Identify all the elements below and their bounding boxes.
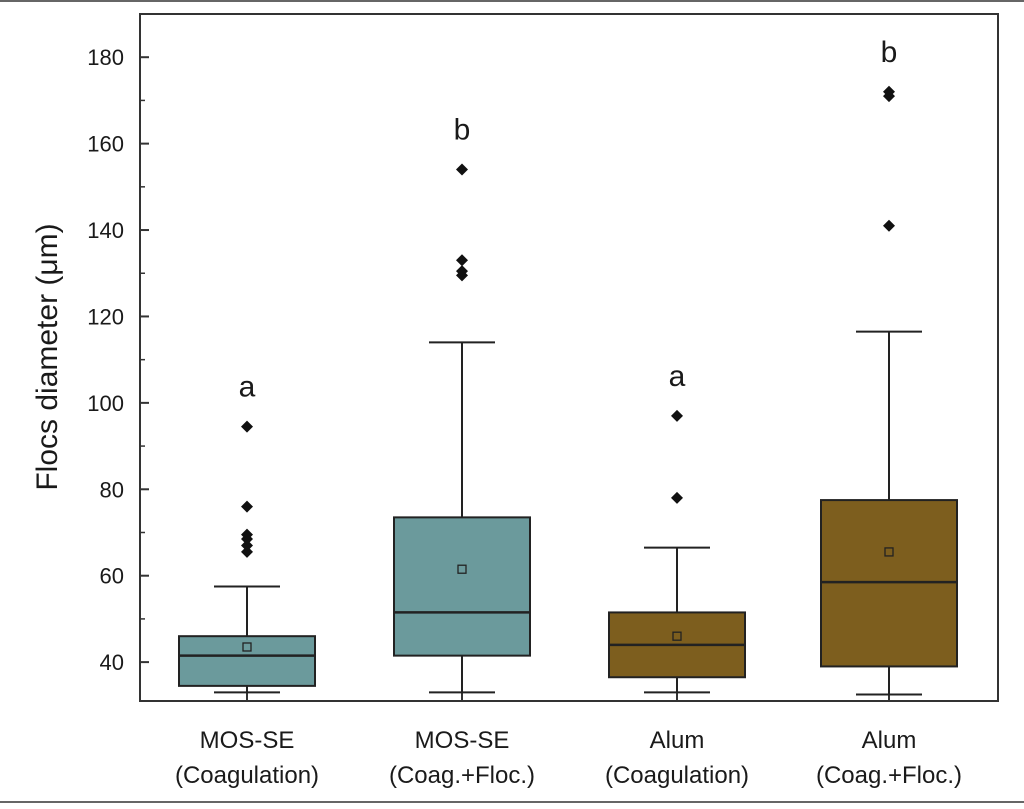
y-tick-label: 40 [100,650,124,675]
mean-marker [884,547,894,557]
y-tick-label: 60 [100,564,124,589]
x-category-label-line2: (Coag.+Floc.) [816,762,962,789]
outlier-point [241,420,253,433]
x-category-label-line1: Alum [650,727,705,754]
mean-marker [457,564,467,574]
y-axis-title: Flocs diameter (μm) [31,223,64,490]
outlier-point [883,219,895,232]
outlier-point [241,500,253,513]
iqr-box [393,516,531,657]
outlier-point [671,409,683,422]
y-tick-label: 140 [87,218,124,243]
mean-marker [672,631,682,641]
x-category-label-line2: (Coag.+Floc.) [389,762,535,789]
outlier-point [241,539,253,552]
x-category-label-line1: MOS-SE [200,727,295,754]
mean-marker [242,642,252,652]
outlier-point [883,85,895,98]
x-category-label-line1: Alum [862,727,917,754]
outlier-point [241,528,253,541]
x-category-label-line2: (Coagulation) [175,762,319,789]
outlier-point [456,265,468,278]
significance-letter: b [454,114,471,147]
outlier-point [671,491,683,504]
plot-frame [139,13,999,702]
significance-letter: a [669,360,686,393]
x-category-label-line1: MOS-SE [415,727,510,754]
outlier-point [241,545,253,558]
significance-letter: b [881,36,898,69]
x-category-label-line2: (Coagulation) [605,762,749,789]
outlier-point [456,254,468,267]
y-tick-label: 120 [87,304,124,329]
y-tick-label: 100 [87,391,124,416]
outlier-point [456,163,468,176]
y-tick-label: 160 [87,132,124,157]
significance-letter: a [239,371,256,404]
y-tick-label: 180 [87,45,124,70]
iqr-box [178,635,316,687]
y-tick-label: 80 [100,477,124,502]
